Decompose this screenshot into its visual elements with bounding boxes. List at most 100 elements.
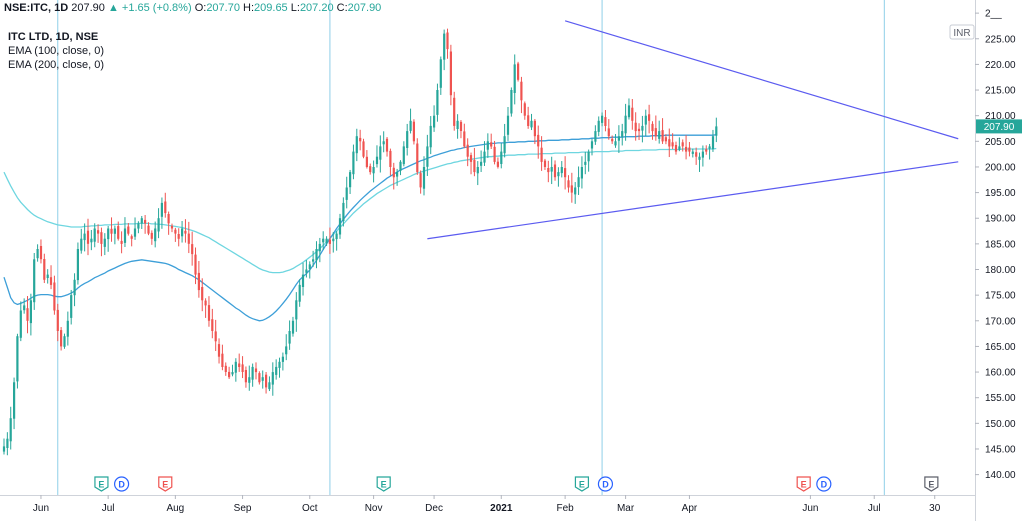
candle-29 [100,227,103,257]
candle-body [426,146,429,167]
candle-30 [103,233,106,256]
time-axis[interactable]: Jun Jul Aug Sep Oct Nov Dec 2021 Feb Mar Apr Jun Jul… [33,495,941,514]
symbol-label[interactable]: NSE:ITC, 1D [4,2,69,14]
time-tick-label: Apr [682,503,698,514]
event-marker-letter: E [162,480,168,490]
candle-body [184,230,187,234]
currency-badge[interactable]: INR [949,24,975,40]
candle-body [86,230,90,244]
candle-body [385,138,389,152]
candle-body [214,331,217,342]
candle-7 [26,296,29,334]
candle-body [83,233,86,241]
candle-body [533,120,536,137]
candle-body [661,130,664,142]
dividend-marker-1[interactable]: D [113,476,130,492]
candle-body [90,238,93,243]
candle-96 [325,236,328,246]
candle-156 [527,106,530,129]
candle-body [335,233,338,240]
candle-104 [352,144,355,180]
candle-body [43,259,46,280]
earnings-marker-3[interactable]: E [376,476,391,492]
ema100-layer [3,134,717,322]
candle-body [651,123,654,132]
ema200-layer [3,147,717,274]
price-tick-label: 180.00 [985,265,1016,276]
candle-body [439,59,442,88]
earnings-marker-4[interactable]: E [574,476,590,492]
candle-54 [184,219,187,243]
candle-195 [658,120,661,144]
candle-body [39,246,43,260]
candle-201 [678,137,681,152]
candle-body [355,136,358,154]
candle-45 [154,221,157,248]
candle-body [238,363,241,367]
legend-title[interactable]: ITC LTD, 1D, NSE [8,31,99,43]
candle-73 [248,365,251,391]
candle-123 [416,138,419,175]
event-marker-letter: E [381,480,387,490]
candle-83 [281,352,284,371]
candle-body [160,202,163,217]
candle-body [194,254,197,275]
earnings-marker-0[interactable]: E [94,476,109,492]
candle-49 [167,211,170,235]
candle-166 [560,161,563,178]
legend-ema200[interactable]: EMA (200, close, 0) [8,59,104,71]
trendlines-layer[interactable] [427,20,959,240]
candle-body [295,300,298,320]
candle-body [523,103,526,116]
legend-ema100[interactable]: EMA (100, close, 0) [8,45,104,57]
low-label: L: [290,2,300,14]
candle-body [443,33,446,60]
candle-66 [224,362,227,376]
candle-106 [359,129,362,151]
candle-130 [439,56,442,95]
candle-body [305,269,308,273]
candle-body [685,146,688,152]
candle-body [513,64,516,93]
candle-189 [637,123,641,141]
candle-body [147,225,150,234]
candle-37 [127,223,130,236]
dividend-marker-7[interactable]: D [816,476,832,492]
candle-193 [651,121,654,140]
earnings-marker-6[interactable]: E [796,476,811,492]
candle-body [244,370,247,383]
candle-178 [601,112,604,127]
time-tick-label: Aug [166,503,184,514]
candle-body [409,120,412,131]
open-value: 207.70 [206,2,240,14]
candle-body [342,202,345,221]
candle-body [369,166,372,173]
candle-body [463,131,466,147]
candle-173 [584,151,587,175]
candle-188 [634,112,637,141]
price-axis[interactable]: 140.00 145.00 150.00 155.00 160.00 165.00 170.… [975,9,1016,481]
candle-205 [691,148,694,158]
candle-body [271,372,274,385]
candle-165 [557,167,560,187]
candle-41 [140,215,143,229]
candle-172 [580,156,583,189]
earnings-marker-2[interactable]: E [158,476,173,492]
candle-body [543,160,547,167]
candle-25 [86,218,90,256]
candle-body [382,141,385,145]
candle-body [695,152,698,157]
candle-138 [466,138,469,167]
earnings-marker-8[interactable]: E [924,476,939,492]
candle-119 [402,141,405,167]
candle-6 [23,298,26,314]
candle-112 [379,135,382,173]
dividend-marker-5[interactable]: D [597,476,614,492]
candle-body [167,214,170,224]
candle-190 [641,115,644,143]
candle-203 [685,135,688,160]
candle-164 [553,160,557,181]
